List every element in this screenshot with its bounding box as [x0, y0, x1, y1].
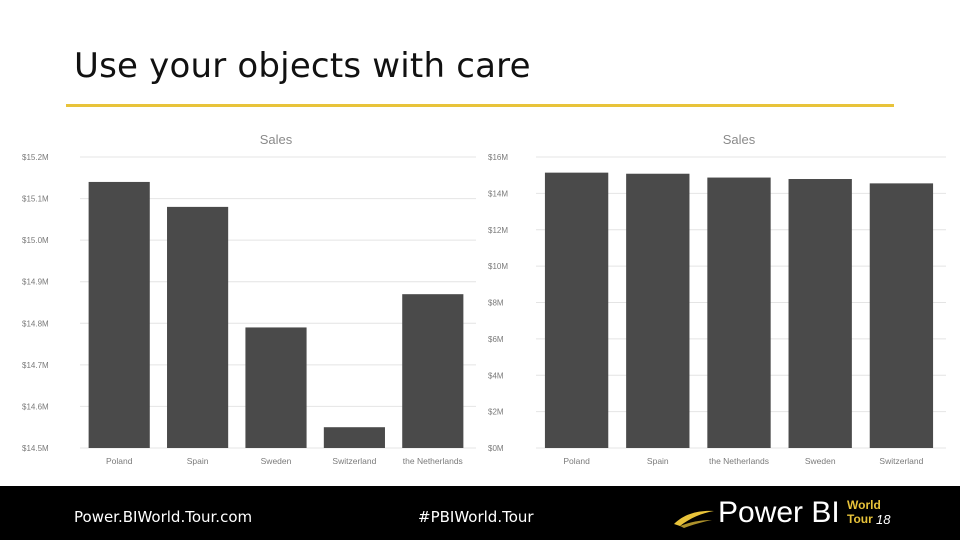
full-chart-bar-the-netherlands[interactable]	[707, 177, 771, 448]
zoomed-chart-title: Sales	[260, 132, 293, 147]
full-chart-y-tick-label: $0M	[488, 444, 504, 453]
full-chart-category-label: Spain	[647, 456, 669, 466]
sales-chart-full-svg: Sales $0M $2M $4M $6M $8M $10M $12M $14M $16M Pola…	[488, 132, 946, 466]
full-chart-title: Sales	[723, 132, 756, 147]
zoomed-chart-bar-poland[interactable]	[88, 181, 150, 448]
logo-swoosh-icon	[674, 510, 714, 528]
full-chart-y-tick-label: $2M	[488, 408, 504, 417]
footer-website-link[interactable]: Power.BIWorld.Tour.com	[74, 508, 253, 526]
zoomed-chart-bar-the-netherlands[interactable]	[402, 294, 464, 448]
full-chart-category-label: Sweden	[805, 456, 836, 466]
logo-year-text: 18	[876, 512, 891, 527]
zoomed-chart-y-tick-label: $15.2M	[22, 153, 49, 162]
full-chart-bar-poland[interactable]	[544, 172, 609, 449]
zoomed-chart-y-tick-label: $14.9M	[22, 278, 49, 287]
footer-hashtag: #PBIWorld.Tour	[418, 508, 534, 526]
full-chart-y-tick-label: $8M	[488, 299, 504, 308]
zoomed-chart-bar-sweden[interactable]	[245, 327, 307, 448]
full-chart-y-tick-label: $12M	[488, 226, 508, 235]
zoomed-chart-bar-spain[interactable]	[167, 206, 229, 448]
zoomed-chart-y-tick-label: $14.6M	[22, 402, 49, 411]
full-chart-category-label: Switzerland	[879, 456, 923, 466]
full-chart-category-label: Poland	[563, 456, 590, 466]
sales-chart-zoomed-svg: Sales $14.5M $14.6M $14.7M $14.8M $14.9M $15.0…	[22, 132, 476, 466]
logo-world-text: World	[847, 498, 881, 512]
zoomed-chart-y-tick-label: $14.5M	[22, 444, 49, 453]
sales-chart-full: Sales $0M $2M $4M $6M $8M $10M $12M $14M $16M Pola…	[478, 122, 960, 470]
full-chart-bar-spain[interactable]	[626, 173, 690, 449]
power-bi-world-tour-logo: Power BI World Tour 18	[672, 496, 902, 532]
full-chart-bar-sweden[interactable]	[788, 179, 852, 448]
zoomed-chart-y-tick-label: $14.7M	[22, 361, 49, 370]
full-chart-bar-switzerland[interactable]	[869, 183, 934, 448]
sales-chart-zoomed: Sales $14.5M $14.6M $14.7M $14.8M $14.9M $15.0…	[0, 122, 478, 470]
logo-power-bi-text: Power BI	[718, 496, 840, 529]
full-chart-y-tick-label: $6M	[488, 335, 504, 344]
zoomed-chart-y-tick-label: $15.1M	[22, 195, 49, 204]
footer-bar: Power.BIWorld.Tour.com #PBIWorld.Tour Po…	[0, 486, 960, 540]
zoomed-chart-bar-switzerland[interactable]	[323, 427, 385, 448]
zoomed-chart-y-tick-label: $15.0M	[22, 236, 49, 245]
zoomed-chart-category-label: the Netherlands	[403, 456, 463, 466]
title-underline	[66, 104, 894, 107]
full-chart-y-tick-label: $16M	[488, 153, 508, 162]
zoomed-chart-category-label: Poland	[106, 456, 133, 466]
slide-title: Use your objects with care	[74, 46, 531, 86]
full-chart-category-label: the Netherlands	[709, 456, 769, 466]
zoomed-chart-y-tick-label: $14.8M	[22, 319, 49, 328]
zoomed-chart-category-label: Spain	[187, 456, 209, 466]
full-chart-y-tick-label: $14M	[488, 189, 508, 198]
zoomed-chart-category-label: Switzerland	[332, 456, 376, 466]
full-chart-y-tick-label: $4M	[488, 371, 504, 380]
logo-tour-text: Tour	[847, 512, 873, 526]
zoomed-chart-category-label: Sweden	[261, 456, 292, 466]
full-chart-y-tick-label: $10M	[488, 262, 508, 271]
